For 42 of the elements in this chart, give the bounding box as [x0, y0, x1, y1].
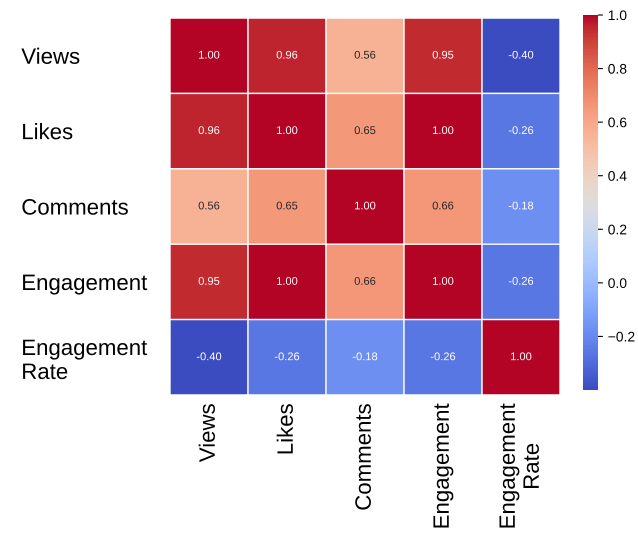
data-label: 0.66 — [432, 202, 454, 210]
data-label: 0.95 — [432, 50, 454, 59]
data-label: 0.96 — [276, 50, 298, 59]
color-bar-label: −0.2 — [608, 332, 634, 342]
color-bar-label: 0.4 — [608, 171, 627, 181]
data-label: 0.56 — [354, 50, 376, 59]
data-label: -0.26 — [508, 126, 534, 134]
color-bar-label: 0.2 — [608, 224, 626, 234]
color-bar-label: 0.8 — [608, 64, 626, 74]
data-label: 0.65 — [276, 202, 298, 210]
x-tick-label: Engagement — [433, 403, 454, 528]
color-bar-label: 1.0 — [608, 10, 626, 20]
data-label: 1.00 — [433, 126, 454, 134]
y-tick-label: Engagement — [23, 274, 148, 295]
y-tick-label: Engagement Rate — [23, 340, 148, 380]
data-label: -0.26 — [508, 277, 534, 285]
color-bar-label: 0.0 — [608, 278, 626, 288]
data-label: -0.18 — [352, 352, 378, 360]
x-tick-label: Comments — [355, 404, 371, 510]
data-label: 1.00 — [355, 202, 376, 210]
data-label: -0.40 — [508, 50, 534, 59]
data-label: 1.00 — [511, 352, 532, 360]
y-tick-label: Views — [21, 48, 80, 64]
y-tick-label: Comments — [22, 199, 128, 215]
data-label: -0.18 — [508, 202, 534, 210]
data-label: 0.65 — [354, 126, 376, 134]
x-tick-label: Likes — [276, 404, 293, 454]
data-label: 1.00 — [277, 277, 298, 285]
x-tick-label: Engagement Rate — [499, 403, 539, 528]
data-label: 0.95 — [198, 277, 220, 285]
data-label: 1.00 — [199, 50, 220, 59]
data-label: -0.26 — [430, 352, 456, 360]
data-label: 0.96 — [198, 126, 220, 134]
data-label: 0.66 — [354, 277, 376, 285]
data-label: 1.00 — [277, 126, 298, 134]
y-tick-label: Likes — [23, 123, 72, 140]
data-label: 0.56 — [198, 202, 220, 210]
color-bar-label: 0.6 — [608, 117, 626, 128]
data-label: 1.00 — [433, 277, 454, 285]
x-tick-label: Views — [198, 404, 215, 462]
data-label: -0.26 — [274, 352, 300, 360]
data-label: -0.40 — [196, 352, 222, 360]
